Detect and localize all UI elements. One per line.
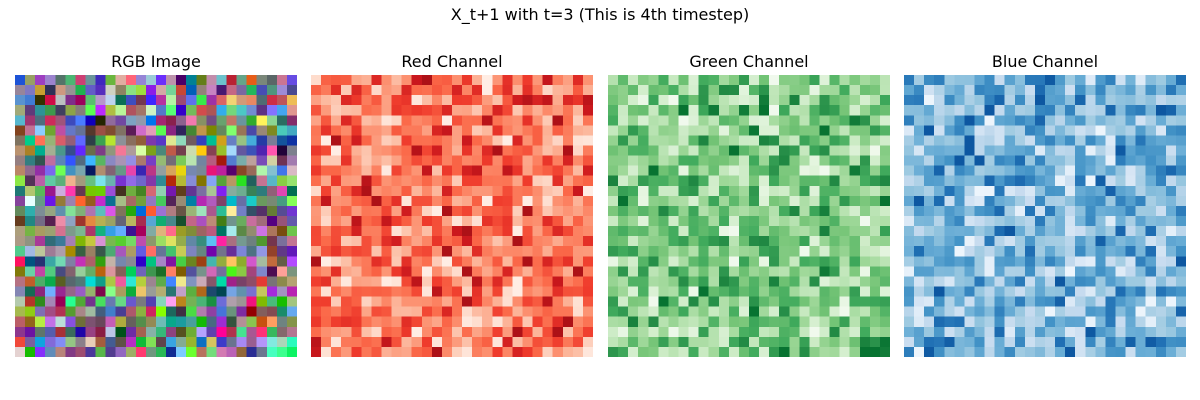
red-channel-heatmap xyxy=(311,75,593,357)
panel-title-rgb-image: RGB Image xyxy=(111,52,201,71)
figure-title: X_t+1 with t=3 (This is 4th timestep) xyxy=(450,5,750,24)
panel-title-red-channel: Red Channel xyxy=(401,52,503,71)
panel-title-green-channel: Green Channel xyxy=(689,52,809,71)
blue-channel-heatmap xyxy=(904,75,1186,357)
panel-title-blue-channel: Blue Channel xyxy=(991,52,1099,71)
rgb-image-heatmap xyxy=(15,75,297,357)
green-channel-heatmap xyxy=(608,75,890,357)
